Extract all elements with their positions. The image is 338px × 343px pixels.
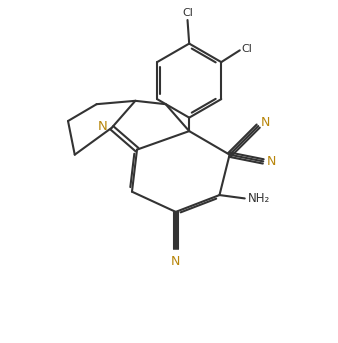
Text: Cl: Cl: [182, 8, 193, 18]
Text: NH₂: NH₂: [247, 192, 270, 205]
Text: N: N: [171, 255, 180, 268]
Text: N: N: [98, 120, 108, 132]
Text: Cl: Cl: [241, 44, 252, 54]
Text: N: N: [266, 155, 276, 168]
Text: N: N: [261, 116, 270, 129]
